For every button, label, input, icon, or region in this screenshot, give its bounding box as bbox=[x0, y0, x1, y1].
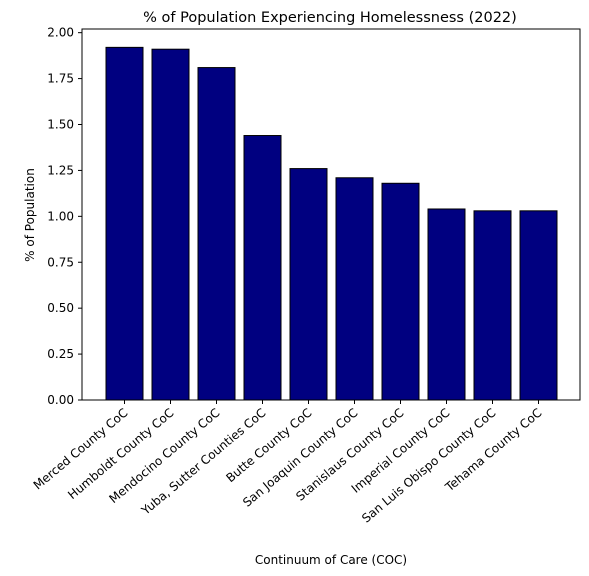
bar bbox=[519, 210, 558, 401]
bars-group bbox=[105, 46, 558, 401]
chart-title: % of Population Experiencing Homelessnes… bbox=[143, 10, 517, 26]
bar bbox=[243, 135, 282, 401]
y-tick-label: 2.00 bbox=[47, 26, 74, 40]
bar bbox=[105, 46, 144, 401]
bar bbox=[427, 208, 466, 401]
y-tick-label: 0.25 bbox=[47, 347, 74, 361]
bar bbox=[381, 182, 420, 401]
bar bbox=[197, 67, 236, 401]
x-tick-label: Butte County CoC bbox=[223, 406, 314, 486]
y-tick-label: 1.25 bbox=[47, 163, 74, 177]
y-axis-label: % of Population bbox=[23, 168, 37, 262]
y-tick-label: 1.50 bbox=[47, 118, 74, 132]
y-tick-label: 1.75 bbox=[47, 72, 74, 86]
y-tick-label: 0.00 bbox=[47, 393, 74, 407]
y-tick-label: 0.50 bbox=[47, 301, 74, 315]
bar bbox=[151, 48, 190, 401]
x-axis-label: Continuum of Care (COC) bbox=[255, 553, 407, 567]
bar bbox=[473, 210, 512, 401]
y-tick-label: 0.75 bbox=[47, 255, 74, 269]
plot-frame bbox=[81, 28, 581, 401]
bar bbox=[335, 177, 374, 401]
bar bbox=[289, 168, 328, 401]
y-axis: 0.00 0.25 0.50 0.75 1.00 1.25 1.50 1.75 2.00 bbox=[47, 26, 82, 407]
y-tick-label: 1.00 bbox=[47, 209, 74, 223]
